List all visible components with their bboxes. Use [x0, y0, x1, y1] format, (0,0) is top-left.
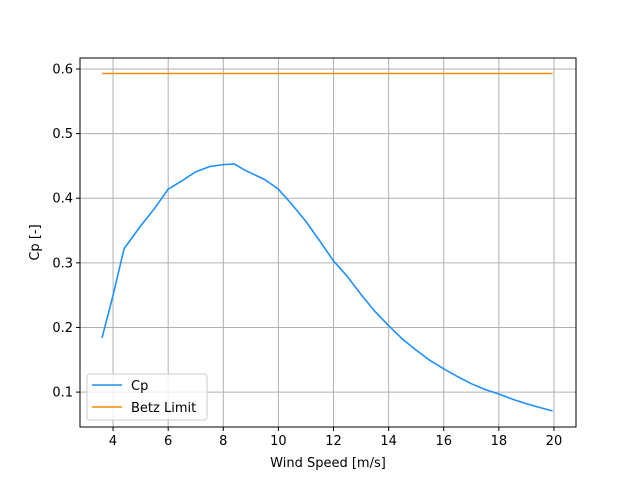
- legend-label-cp: Cp: [131, 379, 148, 394]
- x-axis: 4 6 8 10 12 14 16 18 20: [109, 427, 562, 449]
- y-axis: 0.1 0.2 0.3 0.4 0.5 0.6: [52, 62, 80, 401]
- legend: Cp Betz Limit: [86, 373, 208, 421]
- y-axis-label: Cp [-]: [28, 224, 43, 260]
- y-tick-label: 0.6: [52, 62, 73, 77]
- x-tick-label: 8: [219, 434, 227, 449]
- plot-area-background: [80, 58, 576, 427]
- plot-area-frame: [79, 57, 577, 428]
- legend-label-betz-limit: Betz Limit: [131, 401, 196, 416]
- y-tick-label: 0.5: [52, 127, 73, 142]
- y-tick-label: 0.1: [52, 386, 73, 401]
- x-tick-label: 18: [491, 434, 508, 449]
- x-tick-label: 6: [164, 434, 172, 449]
- series-line-cp: [101, 163, 553, 412]
- x-tick-label: 4: [109, 434, 117, 449]
- x-tick-label: 20: [546, 434, 563, 449]
- y-tick-label: 0.2: [52, 321, 73, 336]
- x-tick-label: 12: [325, 434, 342, 449]
- x-tick-label: 14: [380, 434, 397, 449]
- y-tick-label: 0.3: [52, 256, 73, 271]
- series-layer: [101, 72, 553, 412]
- y-tick-label: 0.4: [52, 192, 73, 207]
- x-tick-label: 10: [270, 434, 287, 449]
- x-axis-label: Wind Speed [m/s]: [270, 456, 386, 471]
- x-tick-label: 16: [435, 434, 452, 449]
